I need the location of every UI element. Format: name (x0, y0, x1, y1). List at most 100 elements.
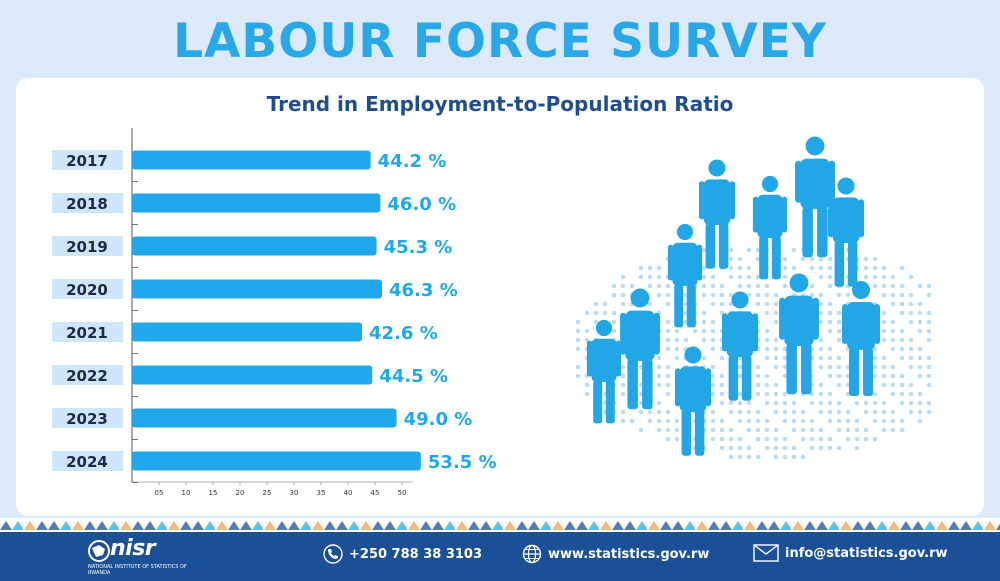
map-dot (773, 409, 779, 415)
decorative-triangle (480, 521, 492, 530)
map-dot (575, 319, 581, 325)
decorative-triangle (0, 521, 12, 530)
map-dot (665, 436, 671, 442)
map-dot (737, 283, 743, 289)
map-dot (890, 283, 896, 289)
map-dot (737, 265, 743, 271)
map-dot (620, 418, 626, 424)
map-dot (611, 310, 617, 316)
map-dot (773, 355, 779, 361)
map-dot (773, 310, 779, 316)
decorative-triangle (240, 521, 252, 530)
decorative-pattern-strip (0, 518, 1000, 532)
map-dot (836, 310, 842, 316)
map-dot (890, 274, 896, 280)
x-tick-label: 10 (182, 489, 191, 497)
map-dot (764, 400, 770, 406)
map-dot (764, 427, 770, 433)
map-dot (926, 337, 932, 343)
bar (132, 150, 371, 170)
x-tick-label: 35 (317, 489, 326, 497)
map-dot (719, 301, 725, 307)
map-dot (836, 409, 842, 415)
map-dot (656, 355, 662, 361)
map-dot (701, 310, 707, 316)
map-dot (710, 391, 716, 397)
decorative-triangle (168, 521, 180, 530)
map-dot (854, 427, 860, 433)
map-dot (674, 346, 680, 352)
category-label-bg (52, 365, 123, 385)
decorative-triangle (588, 521, 600, 530)
map-dot (890, 391, 896, 397)
map-dot (791, 400, 797, 406)
map-dot (890, 364, 896, 370)
map-dot (719, 400, 725, 406)
decorative-triangle (612, 521, 624, 530)
map-dot (890, 337, 896, 343)
map-dot (656, 382, 662, 388)
map-dot (899, 283, 905, 289)
category-label-bg (52, 236, 123, 256)
map-dot (746, 283, 752, 289)
map-dot (575, 373, 581, 379)
map-dot (728, 454, 734, 460)
map-dot (809, 256, 815, 262)
map-dot (764, 373, 770, 379)
map-dot (755, 274, 761, 280)
bar (132, 279, 383, 299)
map-dot (872, 391, 878, 397)
map-dot (575, 364, 581, 370)
map-dot (701, 328, 707, 334)
map-dot (710, 427, 716, 433)
map-dot (584, 391, 590, 397)
map-dot (890, 346, 896, 352)
map-dot (836, 427, 842, 433)
map-dot (818, 436, 824, 442)
map-dot (782, 256, 788, 262)
map-dot (800, 454, 806, 460)
decorative-triangle (972, 521, 984, 530)
map-dot (899, 328, 905, 334)
map-dot (881, 382, 887, 388)
decorative-triangle (744, 521, 756, 530)
map-dot (728, 265, 734, 271)
map-dot (791, 427, 797, 433)
map-dot (827, 283, 833, 289)
map-dot (872, 373, 878, 379)
map-dot (863, 400, 869, 406)
map-dot (620, 292, 626, 298)
map-dot (818, 319, 824, 325)
decorative-triangle (192, 521, 204, 530)
map-dot (890, 409, 896, 415)
email-link[interactable]: info@statistics.gov.rw (785, 545, 948, 561)
decorative-triangle (384, 521, 396, 530)
decorative-triangle (396, 521, 408, 530)
map-dot (665, 292, 671, 298)
map-dot (836, 445, 842, 451)
data-label: 49.0 % (404, 409, 473, 430)
map-dot (917, 364, 923, 370)
map-dot (710, 319, 716, 325)
map-dot (917, 310, 923, 316)
decorative-triangle (432, 521, 444, 530)
map-dot (881, 373, 887, 379)
website-link[interactable]: www.statistics.gov.rw (548, 546, 710, 562)
map-dot (836, 418, 842, 424)
map-dot (827, 355, 833, 361)
map-dot (908, 364, 914, 370)
map-dot (620, 373, 626, 379)
phone-number: +250 788 38 3103 (349, 546, 483, 562)
map-dot (890, 373, 896, 379)
decorative-triangle (564, 521, 576, 530)
decorative-triangle (312, 521, 324, 530)
decorative-triangle (936, 521, 948, 530)
map-dot (647, 418, 653, 424)
map-dot (773, 346, 779, 352)
map-dot (818, 337, 824, 343)
map-dot (611, 292, 617, 298)
map-dot (665, 427, 671, 433)
map-dot (710, 382, 716, 388)
decorative-triangle (84, 521, 96, 530)
